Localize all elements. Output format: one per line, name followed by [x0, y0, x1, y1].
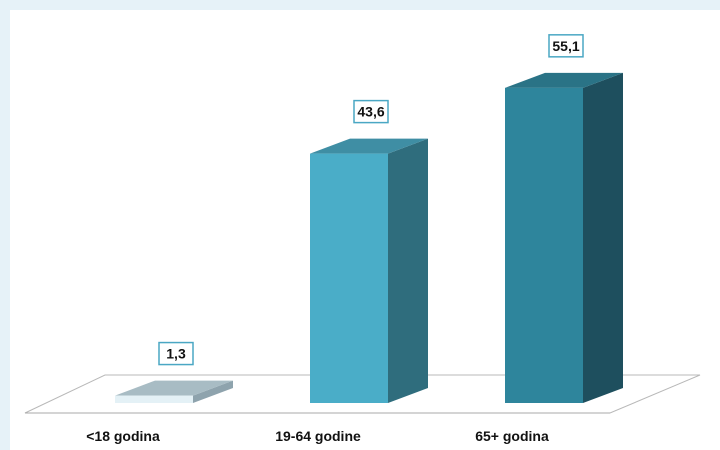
- bar-65-godina: [505, 72, 623, 403]
- bar-front-18-godina: [115, 395, 193, 403]
- data-label-box-18-godina: [158, 341, 194, 366]
- bar-top-18-godina: [115, 380, 233, 396]
- data-label-box-65-godina: [548, 34, 584, 58]
- data-label-text-65-godina: 55,1: [552, 38, 579, 54]
- bar-front-65-godina: [505, 87, 583, 403]
- data-label-65-godina: 55,1: [548, 34, 584, 58]
- bar-front-19-64-godine: [310, 153, 388, 403]
- x-tick-label-18-godina: <18 godina: [86, 428, 160, 444]
- data-label-text-18-godina: 1,3: [166, 346, 186, 362]
- x-tick-label-65-godina: 65+ godina: [475, 428, 549, 444]
- bar-side-18-godina: [193, 380, 233, 403]
- bar-side-65-godina: [583, 72, 623, 403]
- bar-18-godina: [115, 380, 233, 403]
- data-label-19-64-godine: 43,6: [353, 99, 389, 124]
- bar-top-19-64-godine: [310, 138, 428, 154]
- x-tick-label-19-64-godine: 19-64 godine: [275, 428, 361, 444]
- data-label-text-19-64-godine: 43,6: [357, 104, 384, 120]
- bar-side-19-64-godine: [388, 138, 428, 403]
- data-label-18-godina: 1,3: [158, 341, 194, 366]
- bar-19-64-godine: [310, 138, 428, 403]
- bar-top-65-godina: [505, 72, 623, 88]
- data-label-box-19-64-godine: [353, 99, 389, 124]
